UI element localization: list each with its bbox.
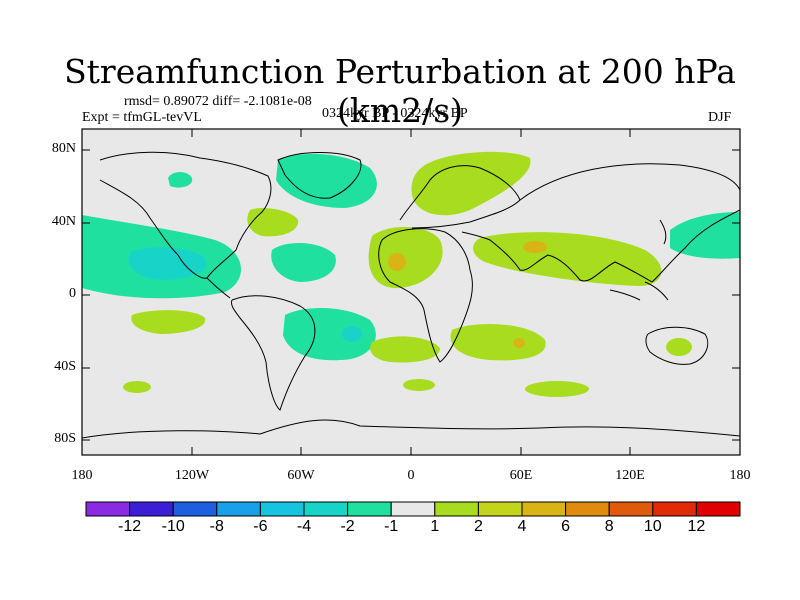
colorbar-swatch — [347, 501, 392, 517]
season-text: DJF — [708, 110, 732, 125]
lat-label: 40S — [54, 359, 76, 374]
colorbar-label: 10 — [643, 518, 662, 535]
lon-label: 180 — [729, 468, 751, 483]
europe-positive-region — [411, 151, 531, 216]
colorbar-swatch — [129, 501, 174, 517]
north-atlantic-negative-region — [276, 153, 377, 208]
japan-coast — [659, 219, 667, 245]
period-text: 0324kyr BP - 0324kyr BP — [322, 106, 468, 121]
lon-label: 60E — [509, 468, 533, 483]
colorbar-label: 2 — [473, 518, 483, 535]
colorbar-swatch — [390, 501, 436, 517]
lon-label: 60W — [287, 468, 315, 483]
plot-title: Streamfunction Perturbation at 200 hPa (… — [64, 52, 736, 130]
antarctica-coast — [82, 419, 740, 439]
colorbar-label: 12 — [687, 518, 706, 535]
colorbar-swatch — [259, 501, 305, 517]
strong-negative-regions — [128, 247, 362, 342]
greenland-coast — [277, 152, 362, 199]
south-atlantic-core — [342, 326, 362, 342]
west-pacific-negative-region — [670, 212, 740, 259]
colorbar-swatch — [565, 501, 610, 517]
south-america-negative-region — [283, 308, 376, 361]
latitude-ticks — [82, 149, 740, 441]
lon-label: 120E — [615, 468, 645, 483]
australia-positive-region — [666, 338, 692, 356]
lat-label: 80N — [51, 141, 76, 156]
experiment-text: Expt = tfmGL-tevVL — [82, 110, 202, 125]
colorbar-swatch — [434, 501, 479, 517]
lat-label: 80S — [54, 431, 76, 446]
colorbar-swatch — [477, 501, 523, 517]
africa-positive-region — [368, 226, 443, 289]
north-america-coast — [99, 151, 272, 279]
indonesia-islands — [609, 281, 669, 301]
central-america-coast — [206, 277, 231, 299]
india-core — [523, 241, 547, 253]
pacific-core — [128, 247, 207, 280]
south-atlantic-positive-region — [370, 336, 440, 363]
atlantic-negative-region — [271, 243, 336, 282]
colorbar-label: 8 — [604, 518, 614, 535]
colorbar-label: -8 — [209, 518, 224, 535]
colorbar-label: -6 — [253, 518, 268, 535]
colorbar-swatch — [216, 501, 261, 517]
colorbar-label: -4 — [296, 518, 312, 535]
colorbar-swatch — [695, 501, 741, 517]
south-america-coast — [231, 295, 316, 411]
colorbar-swatch — [303, 501, 349, 517]
colorbar-swatch — [608, 501, 654, 517]
europe-coast — [399, 165, 521, 229]
positive-anomaly-regions — [123, 151, 692, 397]
colorbar-label: 6 — [561, 518, 571, 535]
colorbar-swatch — [172, 501, 218, 517]
south-indian-positive-region — [450, 324, 546, 361]
colorbar-swatch — [85, 501, 131, 517]
colorbar-label: -1 — [384, 518, 399, 535]
australia-coast — [645, 326, 709, 365]
lon-label: 0 — [407, 468, 415, 483]
asia-coast — [461, 163, 740, 283]
southern-ocean-positive-region-3 — [525, 381, 589, 397]
southern-ocean-positive-region-2 — [403, 379, 435, 391]
lat-label: 0 — [69, 286, 76, 301]
alaska-negative-region — [168, 172, 193, 188]
colorbar-swatch — [652, 501, 697, 517]
longitude-ticks — [191, 129, 631, 455]
africa-coast — [378, 228, 473, 363]
stats-text: rmsd= 0.89072 diff= -2.1081e-08 — [124, 94, 312, 109]
colorbar-swatch — [521, 501, 567, 517]
asia-positive-region — [473, 232, 662, 286]
south-indian-core — [513, 338, 525, 348]
colorbar-label: -12 — [118, 518, 142, 535]
south-pacific-positive-region — [131, 310, 206, 334]
lon-label: 180 — [71, 468, 93, 483]
lon-label: 120W — [174, 468, 210, 483]
lat-label: 40N — [51, 214, 76, 229]
colorbar-label: 4 — [517, 518, 527, 535]
strong-positive-regions — [388, 241, 547, 348]
southern-ocean-positive-region-1 — [123, 381, 151, 393]
continent-outlines — [82, 151, 740, 439]
colorbar-label: 1 — [430, 518, 440, 535]
colorbar-label: -10 — [161, 518, 185, 535]
colorbar — [85, 501, 741, 517]
north-america-positive-region — [247, 208, 299, 237]
colorbar-label: -2 — [340, 518, 355, 535]
sahara-core — [388, 253, 406, 271]
